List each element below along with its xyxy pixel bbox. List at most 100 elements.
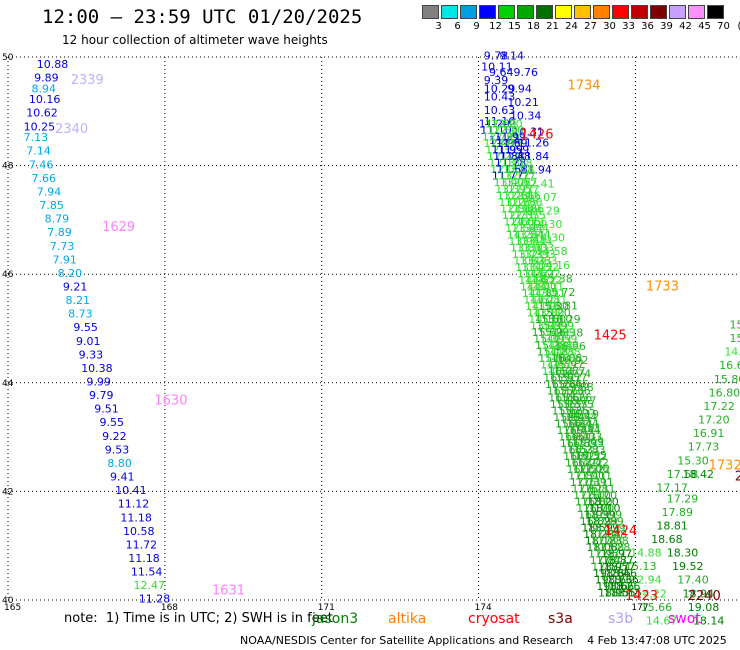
data-point-swot: 9.55: [100, 416, 125, 429]
y-tick-label: 42: [2, 487, 13, 497]
data-point-altika: 16.81: [547, 299, 579, 312]
data-point-s3a: 14.88: [630, 547, 662, 560]
legend-tick-label: 12: [489, 21, 502, 32]
data-point-jason3: 12.08: [490, 163, 522, 176]
data-point-jason3: 11.10: [480, 124, 512, 137]
data-point-jason3: 12.35: [508, 209, 539, 222]
time-label: 1734: [567, 79, 600, 94]
legend-swatch: [517, 5, 534, 19]
data-point-altika: 14.30: [531, 218, 563, 231]
data-point-jason3: 12.57: [508, 183, 539, 196]
data-point-jason3: 15.35: [556, 398, 588, 411]
data-point-altika: 10.34: [510, 109, 542, 122]
time-label: 1424: [604, 524, 637, 539]
data-point-jason3: 16.44: [567, 417, 599, 430]
data-point-jason3: 14.89: [544, 326, 576, 339]
data-point-swot: 10.16: [29, 93, 60, 106]
data-point-jason3: 12.86: [500, 202, 532, 215]
data-point-jason3: 15.29: [538, 326, 570, 339]
data-point-swot: 9.01: [76, 335, 101, 348]
data-point-jason3: 18.39: [584, 509, 616, 522]
data-point-jason3: 16.70: [583, 502, 615, 515]
legend-tick-label: 33: [622, 21, 635, 32]
data-point-s3a: 14.22: [635, 587, 667, 600]
data-point-jason3: 14.12: [531, 274, 563, 287]
data-point-jason3: 14.10: [528, 313, 560, 326]
data-point-jason3: 16.07: [548, 365, 580, 378]
data-point-jason3: 17.81: [568, 469, 600, 482]
data-point-swot: 11.12: [118, 498, 150, 511]
data-point-jason3: 13.22: [517, 267, 549, 280]
data-point-jason3: 13.26: [497, 189, 529, 202]
data-point-swot: 9.51: [94, 403, 119, 416]
legend-swatch: [536, 5, 553, 19]
data-point-altika: 16.01: [570, 422, 602, 435]
data-point-swot: 9.79: [89, 389, 114, 402]
time-label: 1425: [594, 328, 627, 343]
data-point-jason3: 16.33: [566, 437, 598, 450]
data-point-jason3: 15.69: [532, 326, 564, 339]
data-point-jason3: 15.67: [554, 365, 586, 378]
data-point-jason3: 16.99: [578, 509, 610, 522]
data-point-jason3: 15.44: [555, 417, 587, 430]
data-point-jason3: 11.99: [494, 131, 526, 144]
data-point-jason3: 14.20: [527, 307, 559, 320]
legend-tick-label: 9: [473, 21, 480, 32]
data-point-jason3: 16.42: [565, 456, 597, 469]
data-point-s3a: 18.94: [682, 587, 714, 600]
data-point-jason3: 15.26: [561, 391, 593, 404]
data-point-s3a: 15.80: [714, 373, 740, 386]
data-point-jason3: 14.59: [546, 333, 578, 346]
data-point-jason3: 13.81: [536, 294, 568, 307]
data-point-jason3: 13.17: [498, 170, 530, 183]
data-point-jason3: 18.97: [601, 548, 633, 561]
data-point-jason3: 13.18: [501, 157, 533, 170]
data-point-jason3: 13.65: [516, 215, 548, 228]
time-label: 1423: [625, 589, 658, 604]
data-point-jason3: 18.19: [588, 522, 620, 535]
satellite-label-swot: swot: [668, 611, 701, 627]
legend-tick-label: 18: [527, 21, 540, 32]
data-point-jason3: 12.39: [485, 144, 517, 157]
data-point-jason3: 16.16: [547, 385, 579, 398]
legend-tick-label: 36: [641, 21, 654, 32]
legend-swatch: [574, 5, 591, 19]
data-point-jason3: 11.68: [496, 163, 528, 176]
data-point-jason3: 18.55: [604, 587, 636, 600]
data-point-jason3: 14.67: [542, 365, 574, 378]
data-point-jason3: 11.88: [493, 150, 524, 163]
data-point-jason3: 14.61: [523, 294, 555, 307]
data-point-jason3: 15.39: [533, 333, 565, 346]
data-point-jason3: 14.05: [510, 215, 542, 228]
data-point-jason3: 17.48: [596, 528, 628, 541]
data-point-jason3: 14.24: [507, 228, 539, 241]
data-point-altika: 10.31: [513, 126, 545, 139]
data-point-jason3: 16.54: [566, 411, 598, 424]
legend-swatch: [650, 5, 667, 19]
data-point-swot: 11.28: [139, 593, 171, 606]
data-point-altika: 16.35: [575, 449, 607, 462]
data-point-jason3: 13.44: [519, 228, 551, 241]
data-point-jason3: 18.20: [587, 496, 619, 509]
data-point-jason3: 16.03: [571, 430, 603, 443]
data-point-swot: 9.22: [102, 430, 127, 443]
data-point-swot: 8.20: [58, 267, 83, 280]
data-point-jason3: 13.54: [515, 235, 547, 248]
data-point-s3a: 18.30: [667, 547, 699, 560]
legend-swatch: [422, 5, 439, 19]
data-point-s3a: 16.6: [719, 359, 740, 372]
data-point-jason3: 15.08: [538, 352, 570, 365]
legend-swatch: [631, 5, 648, 19]
data-point-jason3: 16.81: [584, 482, 616, 495]
data-point-swot: 7.85: [39, 199, 64, 212]
data-point-jason3: 17.99: [591, 509, 623, 522]
legend-tick-label: 42: [679, 21, 692, 32]
data-point-jason3: 14.88: [541, 339, 573, 352]
legend-tick-label: 21: [546, 21, 559, 32]
data-point-jason3: 13.12: [521, 261, 553, 274]
data-point-altika: 14.29: [528, 204, 560, 217]
data-point-jason3: 12.09: [490, 137, 522, 150]
data-point-jason3: 12.79: [482, 131, 514, 144]
data-point-swot: 8.94: [32, 82, 57, 95]
data-point-jason3: 17.31: [576, 476, 608, 489]
